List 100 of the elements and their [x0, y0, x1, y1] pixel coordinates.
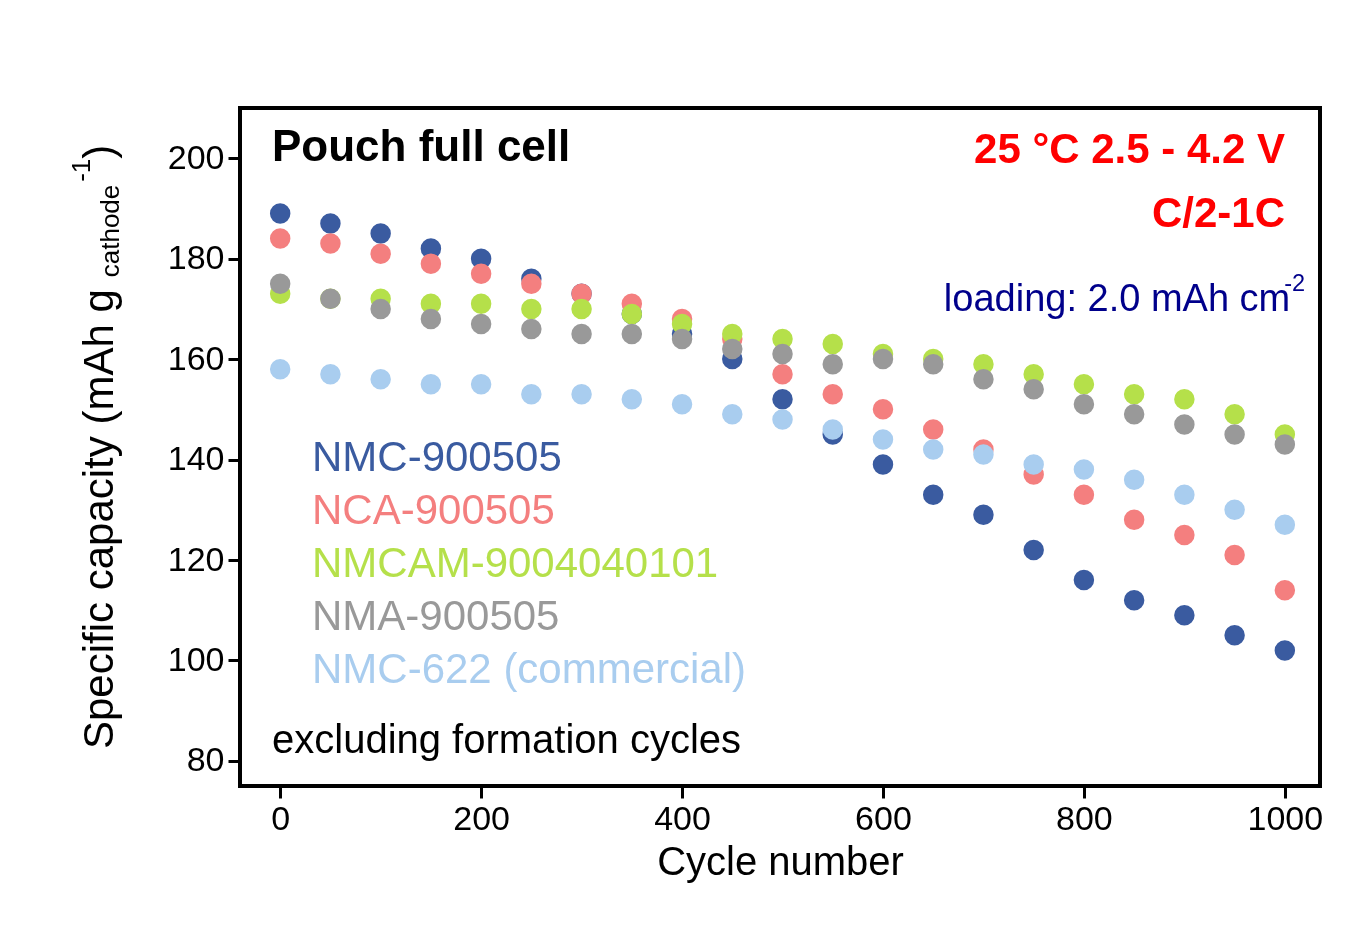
point [521, 318, 542, 340]
point [1023, 379, 1044, 400]
point [470, 313, 492, 335]
y-tick-label: 100 [167, 639, 225, 678]
x-tick-label: 800 [1056, 798, 1113, 837]
point [722, 338, 743, 360]
y-tick-label: 160 [167, 338, 225, 377]
x-tick-label: 0 [271, 798, 291, 837]
point [269, 203, 291, 224]
point [320, 363, 341, 385]
point [1224, 404, 1245, 425]
point [1174, 484, 1195, 505]
x-tick-label: 1000 [1247, 798, 1324, 837]
point [1023, 454, 1044, 475]
point [269, 358, 291, 380]
point [1174, 524, 1195, 546]
point [470, 293, 492, 315]
point [922, 353, 944, 375]
point [1123, 589, 1145, 611]
point [370, 298, 391, 320]
x-tick-label: 600 [855, 798, 912, 837]
x-axis-title: Cycle number [657, 838, 904, 883]
point [420, 253, 442, 274]
point [571, 323, 592, 345]
y-tick-label: 140 [167, 439, 225, 478]
point [420, 308, 442, 330]
point [1123, 384, 1145, 405]
x-tick-label: 400 [654, 798, 711, 837]
point [1123, 469, 1145, 490]
point [420, 374, 442, 395]
text: NMC-622 (commercial) [312, 645, 747, 692]
point [521, 273, 542, 294]
point [671, 394, 693, 415]
point [772, 389, 793, 410]
point [470, 374, 492, 395]
point [872, 399, 894, 420]
point [1073, 374, 1095, 395]
annotation: excluding formation cycles [272, 717, 742, 761]
point [521, 298, 542, 320]
point [1073, 394, 1095, 415]
point [1274, 514, 1296, 536]
point [1073, 569, 1095, 591]
text: NMC-900505 [312, 433, 562, 480]
point [973, 444, 994, 465]
point [1224, 544, 1245, 566]
point [1174, 605, 1195, 626]
point [1174, 389, 1195, 410]
point [822, 333, 843, 355]
point [370, 223, 391, 244]
text: NMA-900505 [312, 592, 560, 639]
x-tick-label: 200 [453, 798, 510, 837]
point [1073, 484, 1095, 505]
point [1224, 625, 1245, 646]
point [1123, 509, 1145, 531]
annotation: C/2-1C [1151, 189, 1285, 236]
text: NCA-900505 [312, 486, 555, 533]
annotation: 25 °C 2.5 - 4.2 V [974, 125, 1285, 172]
point [621, 323, 643, 345]
point [1274, 434, 1296, 455]
y-tick-label: 200 [167, 137, 225, 176]
point [872, 429, 894, 450]
y-axis-title: Specific capacity (mAh gcathode-1) [66, 144, 125, 750]
point [973, 504, 994, 526]
point [1174, 414, 1195, 435]
point [1073, 459, 1095, 480]
point [269, 273, 291, 294]
point [973, 368, 994, 390]
point [1123, 404, 1145, 425]
point [922, 484, 944, 505]
point [1224, 424, 1245, 445]
point [320, 233, 341, 254]
point [922, 439, 944, 460]
point [872, 454, 894, 475]
y-tick-label: 80 [186, 740, 225, 779]
point [822, 353, 843, 375]
point [1224, 499, 1245, 520]
point [320, 213, 341, 234]
point [1274, 640, 1296, 661]
y-tick-label: 180 [167, 238, 225, 277]
point [1274, 579, 1296, 601]
y-tick-label: 120 [167, 539, 225, 578]
annotation: Pouch full cell [272, 121, 571, 170]
point [772, 409, 793, 430]
point [722, 404, 743, 425]
point [521, 384, 542, 405]
point [671, 328, 693, 350]
point [269, 228, 291, 249]
point [370, 243, 391, 264]
point [571, 298, 592, 320]
point [621, 389, 643, 410]
point [772, 363, 793, 385]
point [822, 384, 843, 405]
point [470, 263, 492, 284]
point [922, 419, 944, 440]
point [772, 343, 793, 365]
point [571, 384, 592, 405]
point [370, 368, 391, 390]
point [872, 348, 894, 370]
point [1023, 539, 1044, 561]
point [822, 419, 843, 440]
